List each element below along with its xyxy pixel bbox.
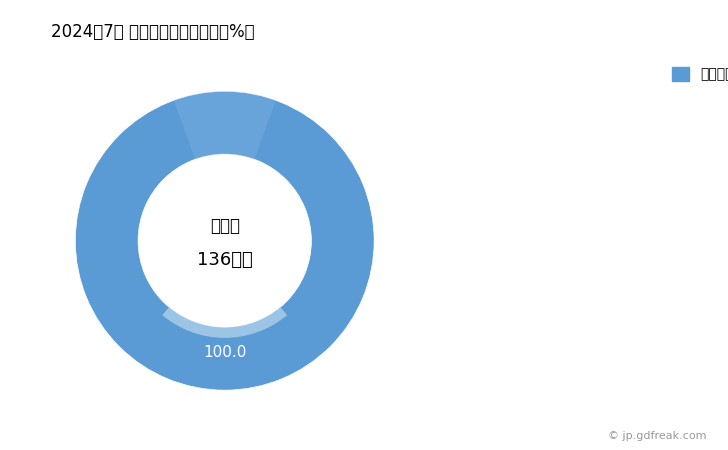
Text: 2024年7月 輸出相手国のシェア（%）: 2024年7月 輸出相手国のシェア（%） [51,22,255,40]
Wedge shape [174,91,276,159]
Text: 100.0: 100.0 [203,345,246,360]
Text: 総　額: 総 額 [210,217,240,235]
Wedge shape [162,307,287,338]
Text: © jp.gdfreak.com: © jp.gdfreak.com [608,431,706,441]
Text: 136万円: 136万円 [197,251,253,269]
Legend: アラブ首長国連邦: アラブ首長国連邦 [667,61,728,87]
Wedge shape [75,91,374,390]
